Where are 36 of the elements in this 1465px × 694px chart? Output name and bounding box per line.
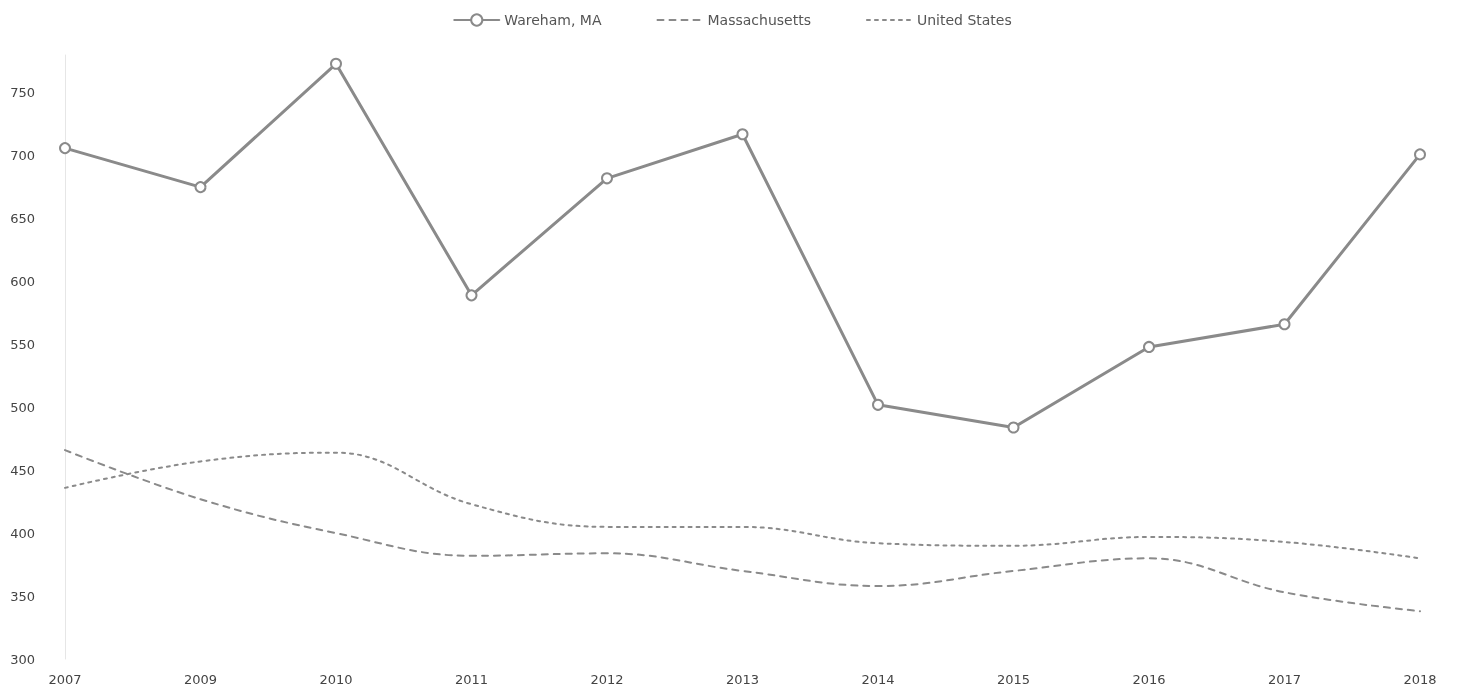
point: [465, 289, 478, 302]
point: [872, 398, 884, 411]
point: [1278, 318, 1291, 331]
y-tick-label: 300: [10, 651, 35, 667]
legend-label: Wareham, MA: [504, 12, 602, 28]
x-tick-label: 2016: [1132, 672, 1166, 687]
y-tick-label: 700: [10, 148, 35, 164]
point: [736, 128, 749, 141]
y-tick-label: 600: [10, 274, 35, 289]
y-tick-label: 450: [10, 462, 35, 478]
point: [194, 181, 207, 194]
x-tick-label: 2011: [454, 672, 489, 687]
x-tick-label: 2009: [183, 672, 218, 687]
point: [59, 142, 71, 155]
point: [1414, 148, 1426, 161]
x-tick-label: 2013: [725, 672, 760, 687]
x-tick-label: 2014: [861, 672, 895, 687]
y-tick-label: 650: [10, 211, 35, 227]
point: [1143, 340, 1155, 353]
y-tick-label: 350: [10, 588, 35, 604]
x-tick-label: 2012: [590, 672, 624, 687]
line-series: [64, 449, 1421, 613]
x-tick-label: 2017: [1267, 672, 1302, 687]
x-tick-label: 2018: [1403, 672, 1437, 687]
y-tick-label: 500: [10, 399, 35, 415]
point: [1007, 421, 1020, 434]
point: [601, 172, 613, 185]
legend-label: United States: [916, 12, 1012, 28]
x-tick-label: 2007: [48, 672, 82, 687]
x-tick-label: 2010: [319, 672, 353, 687]
point: [330, 57, 342, 70]
y-tick-label: 750: [10, 85, 35, 101]
legend-label: Massachusetts: [707, 12, 811, 28]
y-tick-label: 400: [10, 525, 35, 541]
x-tick-label: 2015: [996, 672, 1031, 687]
y-tick-label: 550: [10, 336, 35, 352]
